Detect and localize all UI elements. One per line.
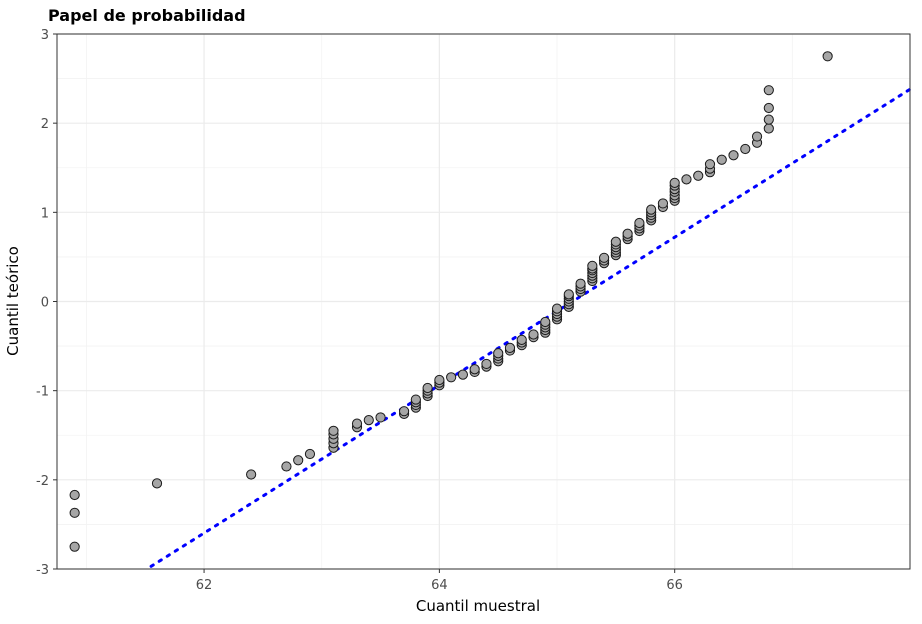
data-point <box>493 348 504 359</box>
data-point <box>763 114 774 125</box>
data-point <box>246 469 257 480</box>
data-point <box>763 123 774 134</box>
data-point <box>822 51 833 62</box>
data-point <box>351 418 363 429</box>
data-point <box>610 236 621 247</box>
data-point <box>681 174 692 185</box>
data-point <box>410 394 421 405</box>
data-point <box>457 369 469 380</box>
data-point <box>740 143 751 155</box>
x-axis-label: Cuantil muestral <box>416 597 540 615</box>
y-tick-label: 0 <box>41 296 49 311</box>
y-tick-label: 2 <box>41 117 49 132</box>
data-point <box>598 252 610 263</box>
data-point <box>69 507 80 518</box>
data-point <box>669 177 680 189</box>
y-tick-label: 1 <box>41 206 49 221</box>
data-point <box>375 412 386 423</box>
data-point <box>422 382 433 394</box>
data-point <box>751 131 763 142</box>
x-axis: 62 64 66 <box>196 569 683 593</box>
data-point <box>304 448 316 460</box>
data-point <box>634 217 645 229</box>
plot-panel <box>56 33 912 570</box>
data-point <box>528 329 539 340</box>
data-point <box>716 154 727 165</box>
data-point <box>763 85 774 96</box>
data-point <box>446 372 457 383</box>
data-point <box>504 342 516 353</box>
data-point <box>575 278 586 289</box>
data-points <box>69 51 833 552</box>
data-point <box>481 358 492 370</box>
y-axis-label: Cuantil teórico <box>4 246 22 356</box>
data-point <box>728 150 739 161</box>
data-point <box>551 303 563 314</box>
data-point <box>693 170 704 181</box>
data-point <box>622 228 633 239</box>
data-point <box>587 260 598 271</box>
y-tick-label: -3 <box>36 563 49 578</box>
x-tick-label: 62 <box>196 578 213 593</box>
data-point <box>540 316 551 328</box>
data-point <box>69 489 80 501</box>
data-point <box>363 414 374 426</box>
y-tick-label: -1 <box>36 385 49 400</box>
major-gridlines <box>57 33 910 570</box>
data-point <box>151 478 163 489</box>
data-point <box>646 204 657 215</box>
data-point <box>398 406 410 417</box>
x-tick-label: 66 <box>666 578 683 593</box>
data-point <box>704 159 716 170</box>
chart-title: Papel de probabilidad <box>48 6 246 25</box>
data-point <box>763 102 774 114</box>
y-tick-label: 3 <box>41 28 49 43</box>
data-point <box>281 461 292 472</box>
data-point <box>563 289 574 300</box>
data-point <box>434 374 445 386</box>
data-point <box>469 364 480 375</box>
data-point <box>293 455 304 466</box>
data-point <box>328 425 339 436</box>
x-tick-label: 64 <box>431 578 448 593</box>
y-axis: -3 -2 -1 0 1 2 3 <box>36 28 57 578</box>
reference-line <box>149 87 912 568</box>
data-point <box>516 334 527 345</box>
y-tick-label: -2 <box>36 474 49 489</box>
data-point <box>69 541 80 552</box>
data-point <box>657 198 669 209</box>
